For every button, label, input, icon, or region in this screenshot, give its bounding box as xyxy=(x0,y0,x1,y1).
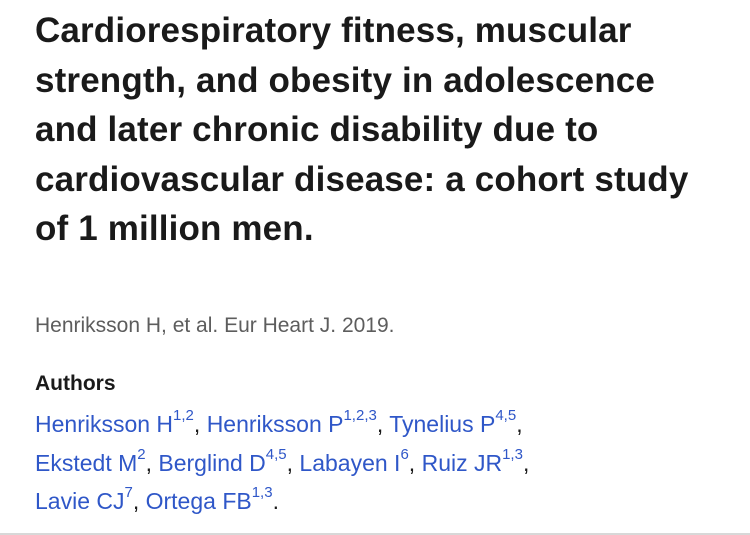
authors-list: Henriksson H1,2, Henriksson P1,2,3, Tyne… xyxy=(35,405,735,521)
author-name: Henriksson H xyxy=(35,411,174,437)
author-separator: , xyxy=(193,411,207,437)
author-link[interactable]: Ortega FB1,3 xyxy=(145,485,273,514)
author-separator: , xyxy=(145,449,159,476)
article-title: Cardiorespiratory fitness, muscular stre… xyxy=(35,11,689,248)
author-link[interactable]: Tynelius P4,5 xyxy=(389,408,516,437)
author-name: Berglind D xyxy=(158,449,266,476)
author-link[interactable]: Lavie CJ7 xyxy=(35,485,133,514)
author-separator: , xyxy=(408,449,422,476)
author-affiliations: 1,3 xyxy=(251,484,273,502)
author-link[interactable]: Henriksson P1,2,3 xyxy=(206,408,377,437)
author-name: Lavie CJ xyxy=(35,488,125,514)
author-separator: , xyxy=(286,449,300,476)
author-name: Ortega FB xyxy=(145,488,252,514)
author-affiliations: 1,2,3 xyxy=(343,407,377,425)
author-list-terminator: . xyxy=(272,488,279,514)
author-name: Henriksson P xyxy=(206,411,344,437)
citation: Henriksson H, et al. Eur Heart J. 2019. xyxy=(35,314,395,337)
bottom-divider xyxy=(0,533,750,535)
author-affiliations: 4,5 xyxy=(495,407,517,425)
author-link[interactable]: Henriksson H1,2 xyxy=(35,408,194,437)
author-name: Tynelius P xyxy=(389,411,496,437)
author-affiliations: 1,3 xyxy=(502,445,523,463)
author-affiliations: 6 xyxy=(400,445,409,463)
author-affiliations: 1,2 xyxy=(173,407,194,425)
author-link[interactable]: Ruiz JR1,3 xyxy=(421,447,523,476)
author-separator: , xyxy=(132,488,146,514)
author-name: Labayen I xyxy=(299,449,401,476)
author-link[interactable]: Labayen I6 xyxy=(299,447,408,476)
author-name: Ruiz JR xyxy=(421,449,503,476)
authors-heading: Authors xyxy=(35,372,116,395)
author-link[interactable]: Berglind D4,5 xyxy=(158,447,286,476)
author-separator: , xyxy=(516,411,523,437)
author-affiliations: 2 xyxy=(137,445,146,463)
author-affiliations: 7 xyxy=(124,484,133,502)
author-link[interactable]: Ekstedt M2 xyxy=(35,447,146,476)
author-affiliations: 4,5 xyxy=(265,445,287,463)
author-separator: , xyxy=(376,411,390,437)
author-name: Ekstedt M xyxy=(35,449,138,476)
author-separator: , xyxy=(522,449,530,476)
